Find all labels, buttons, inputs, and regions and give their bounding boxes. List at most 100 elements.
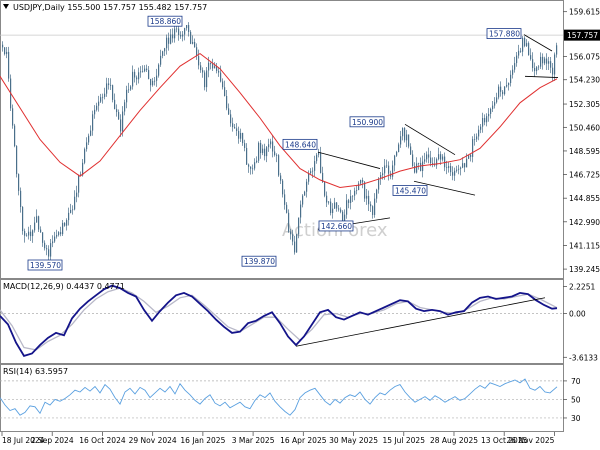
candle bbox=[388, 161, 390, 181]
macd-lines bbox=[0, 284, 558, 357]
candle-body bbox=[284, 194, 286, 205]
price-trendline bbox=[404, 123, 456, 156]
candle-body bbox=[142, 71, 144, 72]
candle-body bbox=[366, 195, 368, 199]
candle-body bbox=[398, 144, 400, 153]
candle bbox=[142, 65, 144, 73]
candle bbox=[46, 244, 48, 256]
candle bbox=[444, 152, 446, 172]
candle-body bbox=[444, 156, 446, 168]
price-label-text: 158.860 bbox=[150, 17, 181, 26]
candle bbox=[240, 128, 242, 143]
candle bbox=[262, 144, 264, 156]
candle-body bbox=[422, 161, 424, 171]
candle-body bbox=[332, 208, 334, 213]
candle-body bbox=[246, 147, 248, 165]
candle bbox=[106, 77, 108, 97]
candle bbox=[402, 127, 404, 141]
candle-body bbox=[302, 195, 304, 205]
candle bbox=[116, 104, 118, 117]
candle-body bbox=[158, 64, 160, 76]
candle-body bbox=[382, 173, 384, 176]
candle-body bbox=[120, 119, 122, 132]
candle bbox=[194, 38, 196, 48]
price-pane-frame bbox=[0, 0, 564, 279]
candle-body bbox=[500, 86, 502, 92]
candle bbox=[332, 203, 334, 219]
time-tick-label: 16 Jan 2025 bbox=[180, 436, 225, 445]
candle-body bbox=[274, 151, 276, 156]
candle-body bbox=[210, 62, 212, 65]
candle bbox=[292, 229, 294, 246]
candle-body bbox=[506, 85, 508, 87]
candle bbox=[104, 87, 106, 100]
candle-body bbox=[76, 192, 78, 197]
candle-body bbox=[40, 229, 42, 233]
candle-body bbox=[308, 173, 310, 182]
time-tick-label: 3 Mar 2025 bbox=[232, 436, 275, 445]
candle-body bbox=[462, 163, 464, 168]
rsi-line bbox=[0, 378, 558, 416]
candle-body bbox=[536, 67, 538, 72]
candle-body bbox=[138, 72, 140, 80]
time-tick-label: 28 Aug 2025 bbox=[430, 436, 478, 445]
triangle-down-icon[interactable] bbox=[3, 4, 9, 9]
candle-body bbox=[336, 202, 338, 209]
candle-body bbox=[176, 28, 178, 30]
time-tick-label: 15 Jul 2025 bbox=[383, 436, 426, 445]
candle-body bbox=[150, 78, 152, 86]
candle bbox=[130, 85, 132, 91]
candle-body bbox=[358, 183, 360, 191]
candle bbox=[264, 143, 266, 161]
candle bbox=[228, 103, 230, 115]
candle-body bbox=[230, 114, 232, 124]
candle-body bbox=[14, 125, 16, 147]
candle-body bbox=[134, 71, 136, 78]
candle-body bbox=[542, 56, 544, 64]
candle bbox=[2, 41, 4, 52]
candle-body bbox=[96, 105, 98, 110]
candle bbox=[122, 106, 124, 137]
price-label-text: 139.870 bbox=[244, 257, 275, 266]
candle-body bbox=[364, 182, 366, 199]
candle-body bbox=[16, 146, 18, 175]
symbol-info: USDJPY,Daily 155.500 157.757 155.482 157… bbox=[13, 3, 207, 12]
candle bbox=[320, 146, 322, 174]
candle-body bbox=[376, 189, 378, 199]
candle-body bbox=[532, 59, 534, 68]
macd-pane-frame bbox=[0, 279, 564, 364]
candle-body bbox=[428, 154, 430, 158]
candle bbox=[376, 188, 378, 203]
candle-body bbox=[186, 25, 188, 29]
price-tick-label: 159.615 bbox=[569, 8, 600, 17]
candle bbox=[18, 173, 20, 196]
candle-body bbox=[348, 200, 350, 203]
candle-body bbox=[222, 81, 224, 88]
candle bbox=[428, 147, 430, 164]
candle-body bbox=[188, 25, 190, 32]
candle-body bbox=[420, 162, 422, 171]
candle bbox=[162, 50, 164, 59]
candle bbox=[128, 82, 130, 94]
candle bbox=[496, 92, 498, 104]
candle bbox=[456, 165, 458, 173]
candle-body bbox=[46, 248, 48, 250]
candle bbox=[280, 172, 282, 185]
candle-body bbox=[548, 61, 550, 64]
candle-body bbox=[440, 154, 442, 160]
candle bbox=[354, 187, 356, 201]
candle-body bbox=[436, 159, 438, 166]
price-label-box bbox=[282, 138, 318, 150]
candle-body bbox=[446, 167, 448, 168]
candle-body bbox=[38, 216, 40, 230]
candle bbox=[144, 65, 146, 73]
rsi-lines bbox=[0, 378, 558, 416]
price-label: 139.570 bbox=[27, 259, 63, 271]
candle-body bbox=[202, 70, 204, 73]
candle bbox=[140, 66, 142, 78]
candle bbox=[222, 78, 224, 90]
candle bbox=[452, 166, 454, 181]
candle bbox=[184, 27, 186, 41]
candle-body bbox=[2, 44, 4, 48]
